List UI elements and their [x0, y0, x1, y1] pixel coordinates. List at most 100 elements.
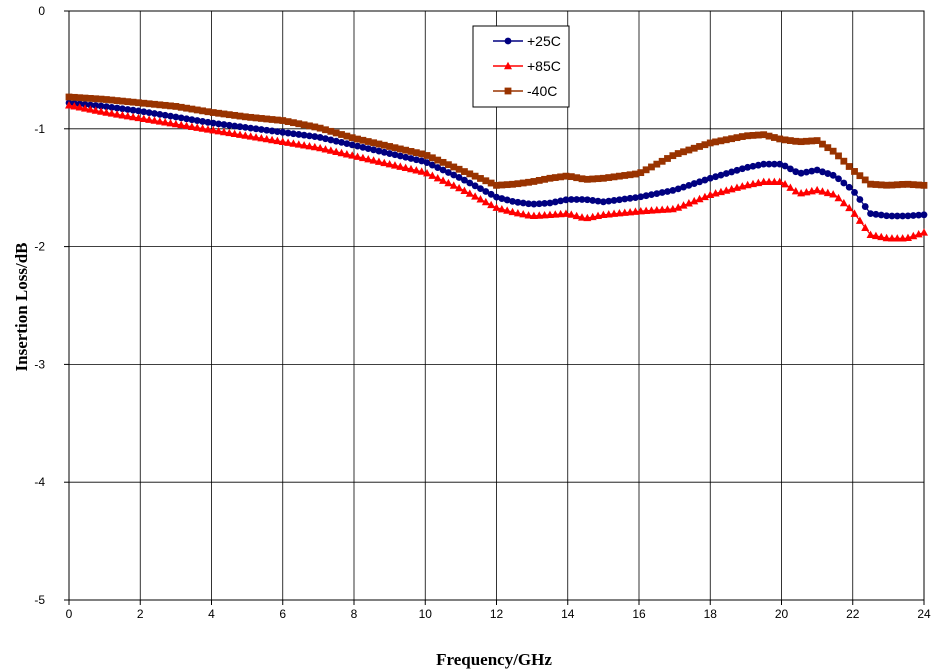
data-point — [311, 133, 319, 140]
data-point — [193, 106, 201, 114]
data-point — [834, 193, 843, 202]
data-point — [391, 144, 399, 152]
series-3 — [65, 93, 928, 189]
data-point — [738, 165, 746, 173]
data-point — [396, 152, 404, 160]
data-point — [513, 208, 522, 217]
data-point — [690, 144, 698, 152]
data-point — [433, 173, 442, 182]
data-point — [722, 170, 730, 177]
data-point — [503, 206, 512, 214]
data-point — [370, 139, 377, 147]
data-point — [551, 210, 560, 218]
data-point — [808, 167, 816, 175]
data-point — [648, 191, 655, 199]
data-point — [733, 134, 741, 142]
data-point — [156, 110, 164, 118]
legend-box — [472, 25, 570, 108]
data-point — [183, 104, 190, 112]
data-point — [824, 144, 832, 152]
data-point — [284, 118, 292, 126]
data-point — [915, 181, 923, 189]
data-point — [241, 131, 250, 139]
data-point — [696, 143, 703, 150]
data-point — [262, 134, 271, 143]
data-point — [135, 107, 142, 115]
data-point — [172, 103, 180, 110]
data-point — [578, 213, 586, 221]
data-point — [621, 195, 629, 203]
data-point — [722, 136, 730, 144]
x-tick-label: 18 — [704, 607, 718, 621]
data-point — [733, 166, 741, 174]
data-point — [187, 122, 196, 130]
data-point — [535, 200, 543, 208]
data-point — [583, 175, 591, 183]
data-point — [103, 96, 110, 103]
data-point — [797, 138, 805, 146]
data-point — [514, 180, 522, 188]
data-point — [123, 111, 132, 120]
data-point — [92, 95, 100, 103]
data-point — [461, 176, 468, 184]
data-point — [503, 196, 511, 204]
data-point — [787, 137, 794, 144]
y-tick-label: -2 — [34, 240, 45, 254]
data-point — [183, 115, 190, 123]
data-point — [829, 171, 837, 179]
data-point — [674, 150, 682, 157]
data-point — [706, 139, 714, 147]
data-point — [754, 131, 762, 139]
data-point — [76, 94, 84, 102]
data-point — [97, 95, 105, 103]
data-point — [664, 188, 671, 195]
data-point — [199, 107, 206, 115]
data-point — [103, 103, 110, 111]
data-point — [920, 181, 928, 189]
data-point — [220, 110, 228, 118]
data-point — [471, 172, 479, 180]
data-point — [787, 165, 794, 173]
data-point — [75, 103, 84, 111]
data-point — [348, 134, 356, 142]
legend-item: -40C — [493, 83, 557, 99]
data-point — [70, 93, 78, 101]
data-point — [920, 228, 928, 236]
data-point — [343, 140, 351, 148]
data-point — [578, 196, 586, 203]
data-point — [81, 94, 89, 102]
data-point — [519, 210, 528, 218]
data-point — [909, 181, 917, 189]
data-point — [835, 152, 842, 160]
data-point — [225, 128, 234, 137]
data-point — [861, 223, 870, 231]
data-point — [342, 150, 351, 158]
data-point — [145, 109, 153, 117]
data-point — [332, 137, 340, 145]
data-point — [498, 181, 506, 189]
data-point — [70, 102, 79, 110]
data-point — [412, 149, 420, 157]
data-point — [337, 148, 346, 157]
x-tick-label: 12 — [490, 607, 504, 621]
data-point — [893, 212, 901, 220]
data-point — [477, 175, 484, 182]
data-point — [231, 122, 239, 130]
data-point — [449, 181, 458, 189]
data-point — [481, 197, 490, 206]
legend-label: +25C — [527, 33, 561, 49]
data-point — [706, 174, 714, 182]
data-point — [407, 155, 415, 162]
data-point — [680, 148, 687, 156]
data-point — [151, 110, 158, 117]
data-point — [209, 119, 217, 127]
data-point — [877, 211, 885, 219]
data-point — [231, 111, 239, 119]
data-point — [290, 130, 297, 138]
data-point — [327, 127, 335, 135]
data-point — [289, 139, 298, 147]
data-point — [904, 180, 912, 188]
data-point — [781, 179, 790, 188]
data-point — [573, 196, 581, 203]
